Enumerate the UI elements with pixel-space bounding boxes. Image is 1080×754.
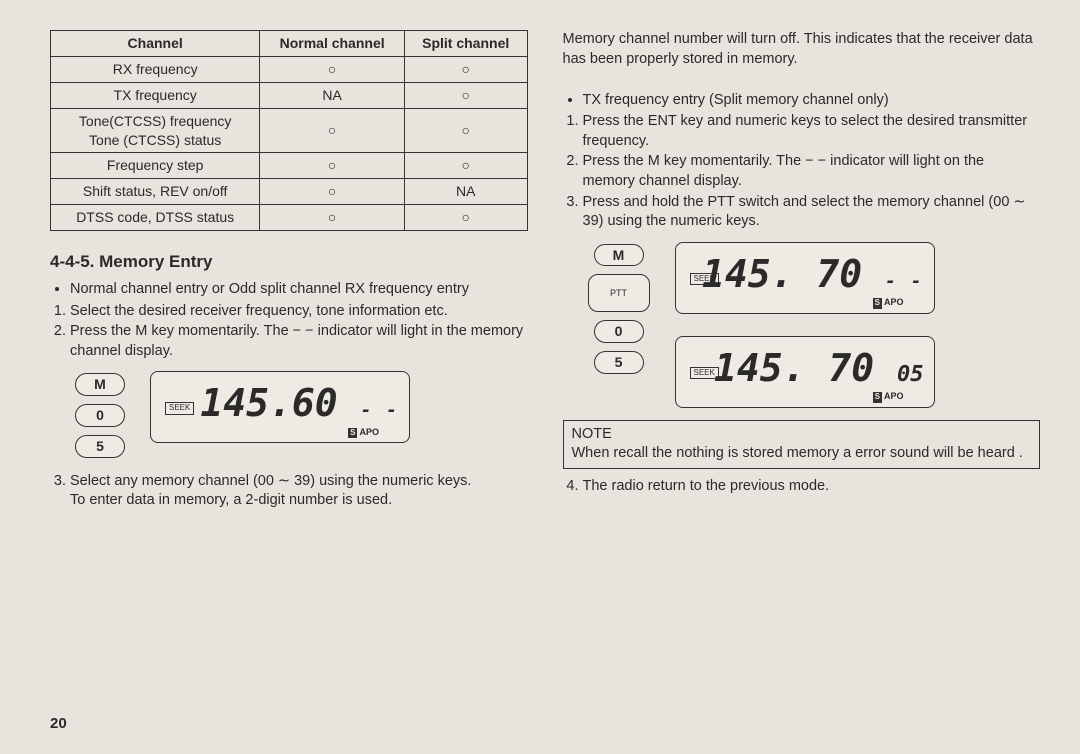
table-row: Shift status, REV on/off○NA — [51, 179, 528, 205]
ptt-key: PTT — [588, 274, 650, 312]
key-0: 0 — [75, 404, 125, 427]
list-item: Press and hold the PTT switch and select… — [583, 193, 1041, 232]
apo-indicator: SAPO — [873, 296, 904, 309]
seek-indicator: SEEK — [165, 402, 194, 415]
bullet-list: TX frequency entry (Split memory channel… — [563, 91, 1041, 111]
frequency-readout: 145. 70 - - — [702, 249, 924, 300]
table-row: DTSS code, DTSS status○○ — [51, 205, 528, 231]
key-0: 0 — [594, 320, 644, 343]
ordered-list-cont: The radio return to the previous mode. — [563, 477, 1041, 497]
displays-column: SEEK 145. 70 - - SAPO SEEK 145. 70 05 SA… — [675, 242, 935, 408]
ordered-list: Press the ENT key and numeric keys to se… — [563, 112, 1041, 231]
note-title: NOTE — [572, 426, 612, 442]
ordered-list-cont: Select any memory channel (00 ∼ 39) usin… — [50, 472, 528, 511]
frequency-readout: 145.60 - - — [200, 378, 399, 429]
apo-indicator: SAPO — [873, 390, 904, 403]
table-row: Frequency step○○ — [51, 153, 528, 179]
page-number: 20 — [50, 715, 67, 732]
table-row: RX frequency○○ — [51, 56, 528, 82]
right-column: Memory channel number will turn off. Thi… — [563, 30, 1041, 734]
list-item: Press the M key momentarily. The − − ind… — [70, 322, 528, 361]
note-body: When recall the nothing is stored memory… — [572, 445, 1023, 461]
note-box: NOTE When recall the nothing is stored m… — [563, 420, 1041, 469]
section-title: 4-4-5. Memory Entry — [50, 251, 528, 274]
apo-indicator: SAPO — [348, 426, 379, 439]
list-item: Press the ENT key and numeric keys to se… — [583, 112, 1041, 151]
key-5: 5 — [594, 351, 644, 374]
list-item: The radio return to the previous mode. — [583, 477, 1041, 497]
left-column: Channel Normal channel Split channel RX … — [50, 30, 528, 734]
key-display-row: M 0 5 SEEK 145.60 - - SAPO — [75, 371, 528, 459]
page: Channel Normal channel Split channel RX … — [0, 0, 1080, 754]
table-header-row: Channel Normal channel Split channel — [51, 31, 528, 57]
paragraph: Memory channel number will turn off. Thi… — [563, 30, 1041, 69]
frequency-readout: 145. 70 05 — [714, 343, 924, 394]
th-normal: Normal channel — [260, 31, 405, 57]
th-split: Split channel — [404, 31, 527, 57]
lcd-display: SEEK 145.60 - - SAPO — [150, 371, 410, 443]
keys-column: M 0 5 — [75, 371, 125, 459]
channel-table: Channel Normal channel Split channel RX … — [50, 30, 528, 231]
th-channel: Channel — [51, 31, 260, 57]
bullet-item: Normal channel entry or Odd split channe… — [70, 280, 528, 300]
lcd-display: SEEK 145. 70 05 SAPO — [675, 336, 935, 408]
bullet-list: Normal channel entry or Odd split channe… — [50, 280, 528, 300]
table-row: TX frequencyNA○ — [51, 82, 528, 108]
key-m: M — [594, 244, 644, 267]
key-m: M — [75, 373, 125, 396]
keys-column: M PTT 0 5 — [588, 242, 650, 376]
list-item: Select the desired receiver frequency, t… — [70, 302, 528, 322]
cell-tone: Tone(CTCSS) frequency Tone (CTCSS) statu… — [51, 108, 260, 153]
ordered-list: Select the desired receiver frequency, t… — [50, 302, 528, 362]
key-5: 5 — [75, 435, 125, 458]
lcd-display: SEEK 145. 70 - - SAPO — [675, 242, 935, 314]
bullet-item: TX frequency entry (Split memory channel… — [583, 91, 1041, 111]
key-display-row: M PTT 0 5 SEEK 145. 70 - - SAPO SEEK 145… — [588, 242, 1041, 408]
list-item: Press the M key momentarily. The − − ind… — [583, 152, 1041, 191]
list-item: Select any memory channel (00 ∼ 39) usin… — [70, 472, 528, 511]
table-row: Tone(CTCSS) frequency Tone (CTCSS) statu… — [51, 108, 528, 153]
